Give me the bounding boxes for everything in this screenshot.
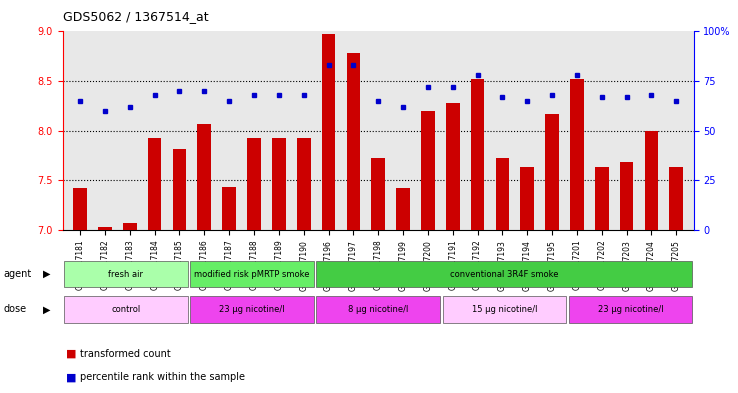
Bar — [173, 149, 186, 230]
Text: ■: ■ — [66, 349, 77, 359]
Text: 23 μg nicotine/l: 23 μg nicotine/l — [219, 305, 285, 314]
Text: 15 μg nicotine/l: 15 μg nicotine/l — [472, 305, 537, 314]
Bar — [190, 261, 314, 287]
Bar — [443, 296, 566, 323]
Bar — [396, 188, 410, 230]
Bar — [347, 53, 360, 230]
Bar — [595, 167, 609, 230]
Text: ▶: ▶ — [43, 305, 50, 314]
Bar — [222, 187, 236, 230]
Bar — [272, 138, 286, 230]
Text: 8 μg nicotine/l: 8 μg nicotine/l — [348, 305, 408, 314]
Text: conventional 3R4F smoke: conventional 3R4F smoke — [450, 270, 559, 279]
Bar — [198, 124, 211, 230]
Bar — [317, 261, 692, 287]
Bar — [620, 162, 633, 230]
Bar — [496, 158, 509, 230]
Bar — [471, 79, 484, 230]
Bar — [297, 138, 311, 230]
Text: transformed count: transformed count — [80, 349, 170, 359]
Bar — [421, 111, 435, 230]
Text: modified risk pMRTP smoke: modified risk pMRTP smoke — [194, 270, 310, 279]
Text: ■: ■ — [66, 372, 77, 382]
Bar — [148, 138, 162, 230]
Bar — [317, 296, 440, 323]
Text: fresh air: fresh air — [108, 270, 143, 279]
Text: 23 μg nicotine/l: 23 μg nicotine/l — [598, 305, 663, 314]
Bar — [64, 296, 187, 323]
Bar — [190, 296, 314, 323]
Bar — [123, 223, 137, 230]
Bar — [545, 114, 559, 230]
Bar — [645, 130, 658, 230]
Text: percentile rank within the sample: percentile rank within the sample — [80, 372, 245, 382]
Bar — [73, 188, 87, 230]
Bar — [371, 158, 385, 230]
Text: agent: agent — [4, 269, 32, 279]
Text: control: control — [111, 305, 140, 314]
Bar — [64, 261, 187, 287]
Text: dose: dose — [4, 305, 27, 314]
Bar — [446, 103, 460, 230]
Bar — [322, 35, 335, 230]
Text: GDS5062 / 1367514_at: GDS5062 / 1367514_at — [63, 10, 208, 23]
Text: ▶: ▶ — [43, 269, 50, 279]
Bar — [98, 227, 111, 230]
Bar — [569, 296, 692, 323]
Bar — [669, 167, 683, 230]
Bar — [247, 138, 261, 230]
Bar — [570, 79, 584, 230]
Bar — [520, 167, 534, 230]
